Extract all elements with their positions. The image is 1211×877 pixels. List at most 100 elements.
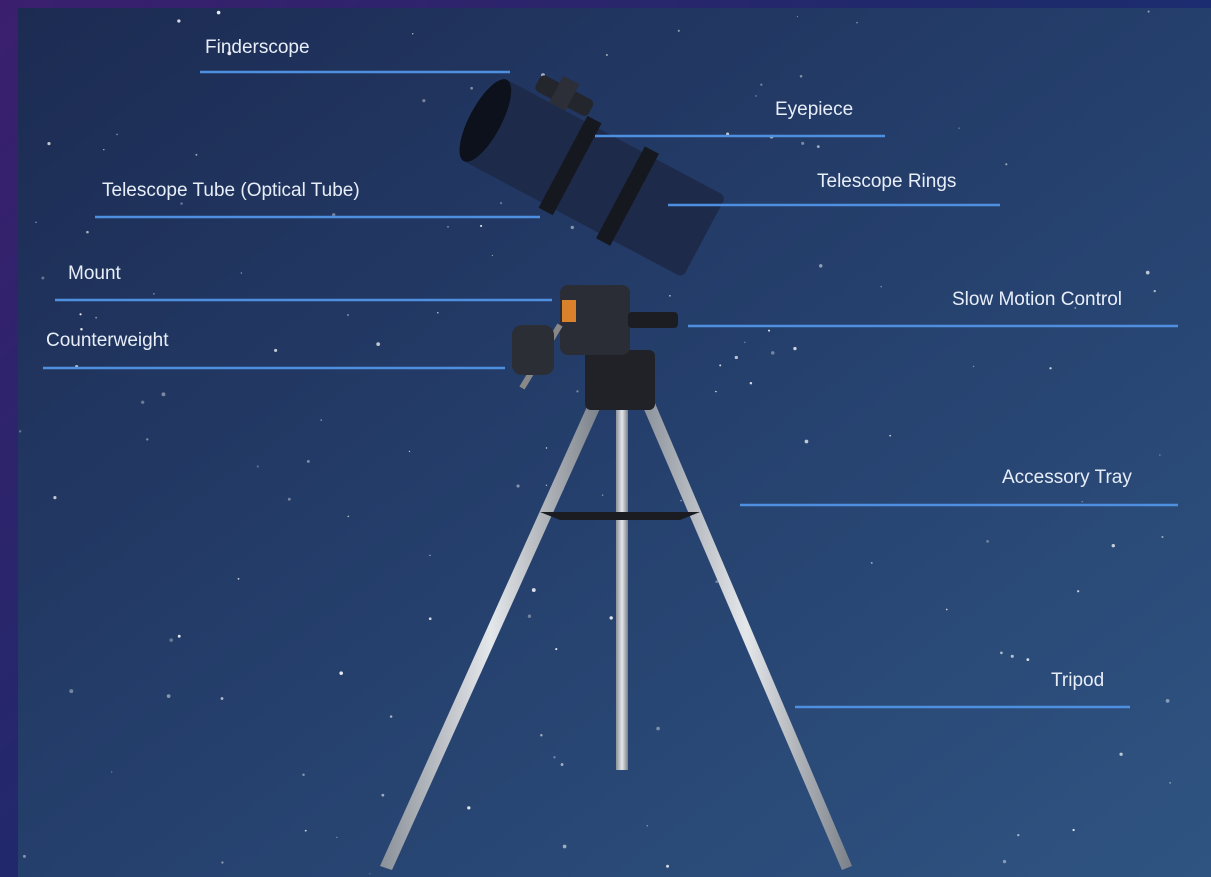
part-label: Mount bbox=[68, 263, 122, 284]
star bbox=[19, 430, 21, 432]
star bbox=[447, 226, 449, 228]
star bbox=[238, 578, 240, 580]
star bbox=[973, 366, 974, 367]
star bbox=[1005, 163, 1007, 165]
star bbox=[793, 347, 796, 350]
star bbox=[195, 154, 197, 156]
star bbox=[889, 435, 891, 437]
star bbox=[103, 149, 104, 150]
star bbox=[1161, 536, 1163, 538]
mount-knob bbox=[562, 300, 576, 322]
star bbox=[532, 588, 536, 592]
diagram: Finderscope Eyepiece Telescope Tube (Optic… bbox=[0, 0, 1211, 877]
star bbox=[500, 202, 502, 204]
star bbox=[563, 845, 567, 849]
star bbox=[390, 715, 392, 717]
star bbox=[274, 349, 277, 352]
star bbox=[771, 351, 775, 355]
star bbox=[376, 342, 380, 346]
star bbox=[1049, 367, 1051, 369]
star bbox=[744, 342, 745, 343]
star bbox=[555, 648, 557, 650]
star bbox=[768, 330, 770, 332]
part-label: Telescope Tube (Optical Tube) bbox=[102, 180, 360, 201]
star bbox=[336, 837, 337, 838]
star bbox=[755, 95, 756, 96]
star bbox=[647, 825, 648, 826]
star bbox=[153, 293, 154, 294]
star bbox=[1017, 834, 1019, 836]
star bbox=[819, 264, 822, 267]
star bbox=[177, 19, 180, 22]
star bbox=[470, 87, 473, 90]
part-label: Eyepiece bbox=[775, 99, 853, 120]
slow-motion-control bbox=[628, 312, 678, 328]
accessory-tray bbox=[540, 512, 700, 520]
star bbox=[576, 390, 578, 392]
part-label: Finderscope bbox=[205, 37, 310, 58]
tripod-leg bbox=[616, 400, 628, 770]
star bbox=[169, 638, 173, 642]
star bbox=[1154, 290, 1156, 292]
star bbox=[801, 142, 804, 145]
counterweight bbox=[512, 325, 554, 375]
star bbox=[528, 615, 531, 618]
star bbox=[800, 75, 803, 78]
star bbox=[116, 134, 118, 136]
star bbox=[162, 392, 166, 396]
star bbox=[871, 562, 873, 564]
star bbox=[881, 286, 882, 287]
star bbox=[221, 861, 223, 863]
star bbox=[146, 438, 148, 440]
star bbox=[437, 312, 438, 313]
star bbox=[1077, 590, 1079, 592]
star bbox=[561, 763, 564, 766]
star bbox=[602, 494, 604, 496]
part-label: Tripod bbox=[1051, 670, 1104, 691]
star bbox=[95, 317, 97, 319]
star bbox=[381, 794, 384, 797]
star bbox=[167, 694, 171, 698]
star bbox=[412, 33, 413, 34]
star bbox=[178, 635, 181, 638]
part-label: Telescope Rings bbox=[817, 171, 956, 192]
star bbox=[1011, 655, 1014, 658]
star bbox=[797, 16, 798, 17]
star bbox=[35, 221, 37, 223]
star bbox=[429, 617, 432, 620]
star bbox=[540, 734, 542, 736]
star bbox=[680, 500, 682, 502]
star bbox=[571, 226, 574, 229]
star bbox=[1082, 501, 1083, 502]
star bbox=[546, 447, 547, 448]
page: Finderscope Eyepiece Telescope Tube (Optic… bbox=[0, 0, 1211, 877]
star bbox=[553, 756, 555, 758]
star bbox=[320, 419, 321, 420]
star bbox=[1148, 11, 1150, 13]
part-label: Accessory Tray bbox=[1002, 467, 1132, 488]
star bbox=[422, 99, 425, 102]
star bbox=[86, 231, 89, 234]
star bbox=[480, 225, 482, 227]
star bbox=[606, 54, 608, 56]
star bbox=[1026, 658, 1029, 661]
star bbox=[517, 484, 520, 487]
star bbox=[180, 202, 182, 204]
star bbox=[719, 364, 721, 366]
star bbox=[348, 516, 350, 518]
star bbox=[111, 771, 112, 772]
star bbox=[656, 727, 660, 731]
star bbox=[257, 465, 259, 467]
star bbox=[1169, 782, 1171, 784]
star bbox=[735, 356, 738, 359]
star bbox=[47, 142, 50, 145]
star bbox=[546, 485, 547, 486]
star bbox=[715, 580, 718, 583]
star bbox=[1000, 652, 1003, 655]
star bbox=[1003, 860, 1006, 863]
part-label: Counterweight bbox=[46, 330, 169, 351]
star bbox=[221, 697, 224, 700]
star bbox=[856, 22, 858, 24]
star bbox=[41, 277, 44, 280]
star bbox=[817, 145, 820, 148]
